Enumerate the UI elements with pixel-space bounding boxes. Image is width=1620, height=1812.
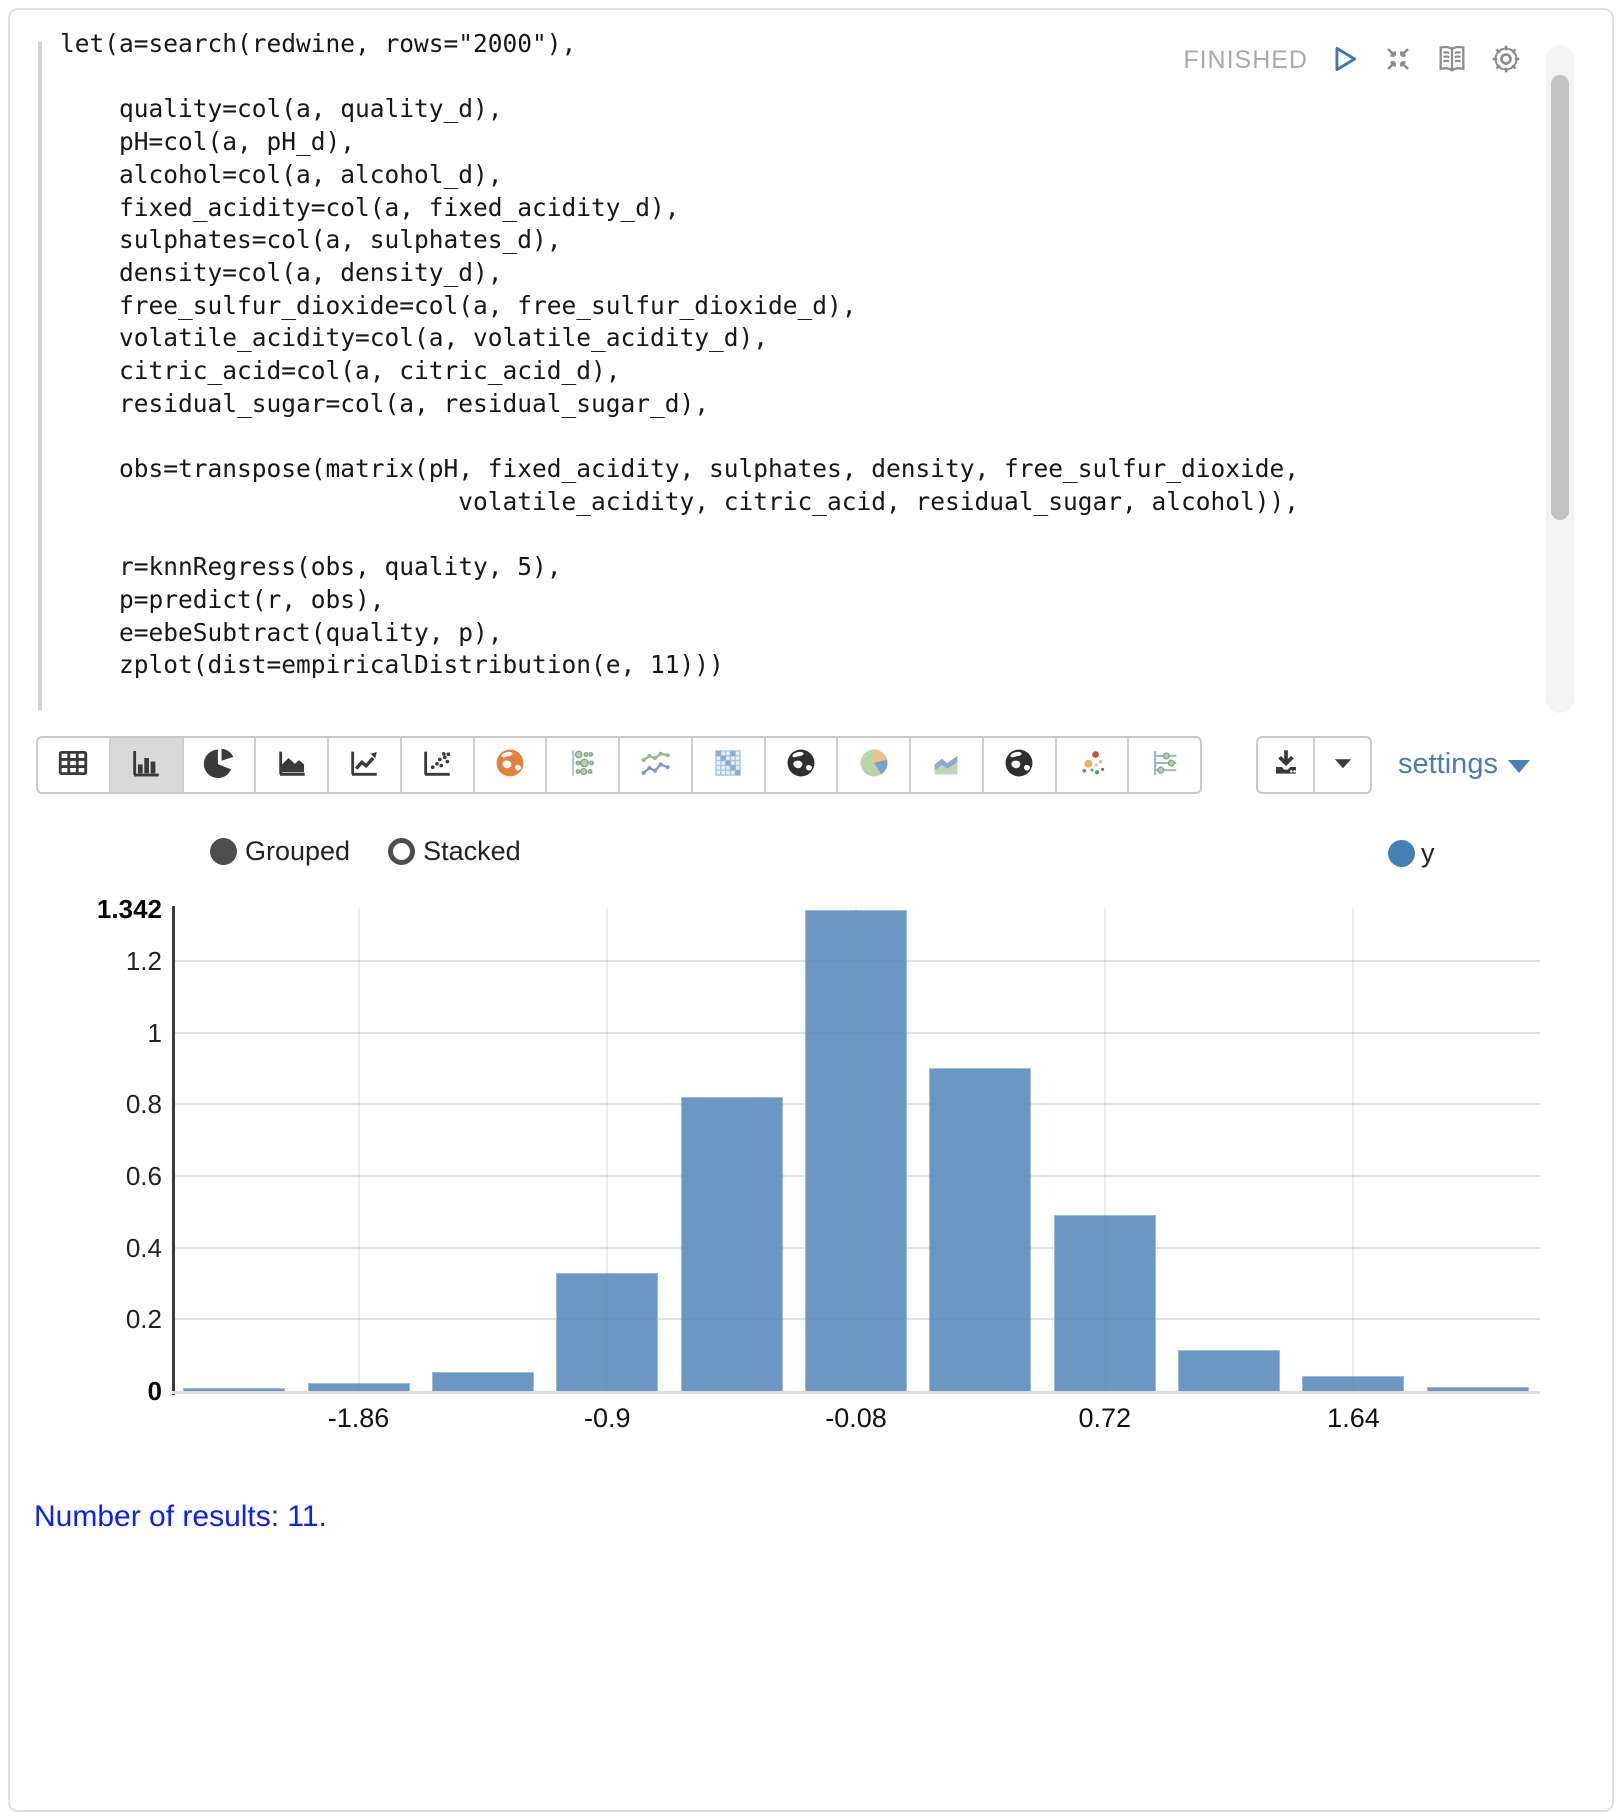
area-colored-button[interactable] <box>911 738 984 792</box>
pie-chart-button[interactable] <box>184 738 257 792</box>
bar[interactable] <box>431 1371 534 1391</box>
line-chart-icon <box>347 746 381 785</box>
area-chart-button[interactable] <box>256 738 329 792</box>
y-tick-label: 1.2 <box>125 945 162 976</box>
chart-layer: 0 0.2 0.4 0.6 0.8 1 1.2 1.342 -1.86 -0.9 -0.08 0.72… <box>96 894 1540 1433</box>
code-editor[interactable]: let(a=search(redwine, rows="2000"), qual… <box>60 29 1300 680</box>
stacked-mode-option[interactable]: Stacked <box>388 836 521 867</box>
bar[interactable] <box>1178 1349 1281 1391</box>
download-options-button[interactable] <box>1315 738 1370 792</box>
bar[interactable] <box>183 1388 286 1391</box>
v-gridline <box>606 908 609 1391</box>
v-gridline <box>1352 908 1355 1391</box>
run-button[interactable] <box>1326 42 1362 78</box>
chart-type-toolbar <box>36 736 1202 794</box>
paragraph-status-bar: FINISHED <box>1183 42 1524 78</box>
bar[interactable] <box>556 1272 659 1391</box>
editor-scrollbar-thumb[interactable] <box>1551 75 1569 520</box>
caret-down-icon <box>1328 748 1358 783</box>
chevron-down-icon <box>1507 760 1530 773</box>
play-icon <box>1327 42 1361 79</box>
bar[interactable] <box>307 1383 410 1391</box>
y-tick-label: 0 <box>147 1376 162 1406</box>
table-icon <box>56 746 90 785</box>
grouped-label: Grouped <box>245 836 351 866</box>
collapse-button[interactable] <box>1380 42 1416 78</box>
parallel-coords-button[interactable] <box>1129 738 1200 792</box>
globe-orange-icon <box>493 746 527 785</box>
show-editor-button[interactable] <box>1434 42 1470 78</box>
editor-scrollbar-track[interactable] <box>1546 45 1574 713</box>
v-gridline <box>1103 908 1106 1391</box>
series-legend-y[interactable]: y <box>1388 838 1435 869</box>
bar[interactable] <box>680 1097 783 1391</box>
globe-dark2-button[interactable] <box>984 738 1057 792</box>
bar-mode-legend: Grouped Stacked <box>210 836 521 867</box>
bar[interactable] <box>929 1068 1032 1391</box>
grouped-mode-option[interactable]: Grouped <box>210 836 350 867</box>
y-tick-label: 0.2 <box>125 1304 162 1335</box>
series-label: y <box>1421 838 1435 868</box>
scatter-colored-button[interactable] <box>1057 738 1130 792</box>
scatter-chart-icon <box>420 746 454 785</box>
stacked-unselected-dot <box>388 838 416 865</box>
pie-chart-icon <box>202 746 236 785</box>
grouped-selected-dot <box>210 838 237 865</box>
globe-dark2-icon <box>1002 746 1036 785</box>
book-icon <box>1435 42 1469 79</box>
x-tick-label: -0.9 <box>584 1403 631 1433</box>
chart-settings-toggle[interactable]: settings <box>1398 748 1530 781</box>
x-tick-label: -0.08 <box>825 1403 887 1433</box>
line-chart-button[interactable] <box>329 738 402 792</box>
series-color-dot <box>1388 840 1415 867</box>
heatmap-icon <box>711 746 745 785</box>
stacked-label: Stacked <box>423 836 521 866</box>
multi-line-chart-icon <box>638 746 672 785</box>
download-group <box>1256 736 1372 794</box>
editor-gutter-rule <box>38 42 42 710</box>
scatter-colored-icon <box>1075 746 1109 785</box>
scatter-chart-button[interactable] <box>402 738 475 792</box>
area-colored-icon <box>929 746 963 785</box>
y-tick-label: 0.8 <box>125 1089 162 1120</box>
table-button[interactable] <box>38 738 111 792</box>
download-icon <box>1270 747 1302 784</box>
bar[interactable] <box>1426 1386 1529 1391</box>
bubble-chart-button[interactable] <box>547 738 620 792</box>
x-axis-baseline <box>172 1391 1540 1394</box>
parallel-coords-icon <box>1148 746 1182 785</box>
bar[interactable] <box>1302 1375 1405 1391</box>
bar-chart-icon <box>129 746 163 785</box>
chart-settings-label: settings <box>1398 748 1498 780</box>
compress-arrows-icon <box>1382 43 1414 78</box>
bubble-chart-icon <box>566 746 600 785</box>
gear-icon <box>1489 42 1523 79</box>
x-tick-label: -1.86 <box>327 1403 390 1433</box>
y-axis-line <box>172 906 175 1395</box>
v-gridline <box>357 908 360 1391</box>
bar[interactable] <box>1053 1215 1156 1391</box>
pie-colored-icon <box>857 746 891 785</box>
bar[interactable] <box>805 910 907 1391</box>
multi-line-chart-button[interactable] <box>620 738 693 792</box>
globe-orange-button[interactable] <box>475 738 548 792</box>
y-tick-label: 1 <box>147 1017 162 1048</box>
heatmap-button[interactable] <box>693 738 766 792</box>
status-badge: FINISHED <box>1183 45 1308 74</box>
pie-colored-button[interactable] <box>838 738 911 792</box>
y-max-label: 1.342 <box>96 894 162 924</box>
paragraph-settings-button[interactable] <box>1488 42 1524 78</box>
y-tick-label: 0.4 <box>125 1232 162 1263</box>
v-gridline <box>855 908 857 1391</box>
x-tick-label: 0.72 <box>1078 1403 1131 1433</box>
y-tick-label: 0.6 <box>125 1160 162 1191</box>
x-tick-label: 1.64 <box>1327 1403 1380 1433</box>
download-button[interactable] <box>1258 738 1315 792</box>
globe-dark-icon <box>784 746 818 785</box>
results-count-text: Number of results: 11. <box>34 1500 327 1533</box>
bar-chart-button[interactable] <box>110 738 184 792</box>
area-chart-icon <box>275 746 309 785</box>
globe-dark-button[interactable] <box>766 738 839 792</box>
